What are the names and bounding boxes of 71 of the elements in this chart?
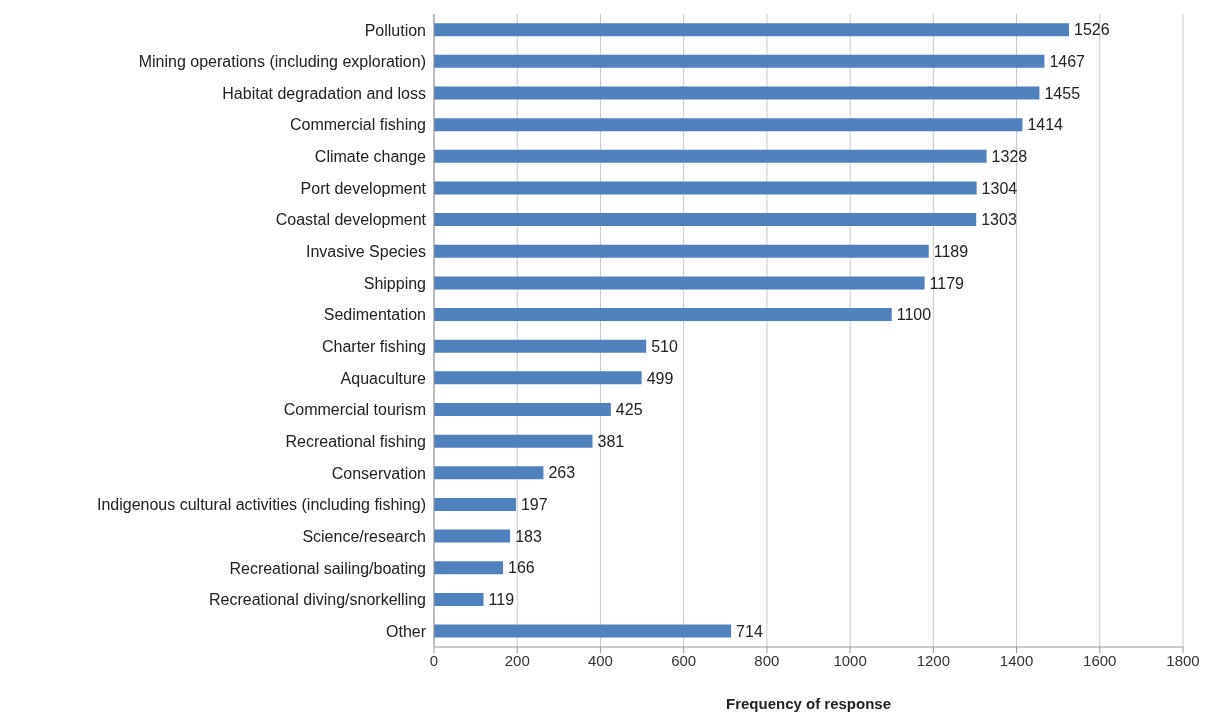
y-tick-label: Sedimentation [323,306,426,324]
y-tick-label: Shipping [363,274,426,292]
bar [434,466,544,480]
data-label: 263 [548,464,576,482]
y-tick-label: Indigenous cultural activities (including fishing) [96,496,426,514]
data-label: 197 [520,496,548,514]
data-label: 499 [646,369,674,387]
data-label: 381 [597,432,625,450]
data-label: 1179 [929,274,965,292]
bar [434,308,892,322]
bar [434,213,977,227]
x-tick-label: 1200 [916,651,951,669]
y-tick-label: Recreational fishing [285,432,426,450]
data-label: 166 [508,559,535,577]
data-label: 714 [736,622,763,640]
y-tick-label: Coastal development [275,211,427,229]
x-tick-label: 800 [754,651,780,669]
x-tick-label: 1800 [1166,651,1200,669]
bar [434,497,516,511]
x-tick-label: 400 [587,651,613,669]
x-tick-label: 200 [504,651,530,669]
y-tick-label: Pollution [364,21,426,39]
data-label: 1526 [1073,21,1110,39]
x-tick-label: 600 [671,651,697,669]
data-label: 425 [615,401,643,419]
y-tick-label: Commercial fishing [289,116,426,134]
bar [434,54,1045,68]
data-label: 510 [651,337,679,355]
y-tick-label: Commercial tourism [283,401,426,419]
y-tick-label: Aquaculture [340,369,427,387]
data-label: 1414 [1027,116,1064,134]
bar [434,434,593,448]
bar [434,23,1069,37]
bar [434,339,647,353]
bar [434,276,925,290]
bar [434,529,511,543]
y-tick-label: Recreational sailing/boating [229,559,426,577]
bar [434,592,484,606]
bar [434,86,1040,100]
y-tick-label: Recreational diving/snorkelling [208,591,426,609]
y-tick-label: Other [385,622,427,640]
data-label: 1455 [1044,84,1081,102]
y-tick-label: Mining operations (including exploration) [138,53,426,71]
bar [434,118,1023,132]
data-label: 1303 [981,211,1017,229]
data-label: 1304 [981,179,1018,197]
data-label: 119 [488,591,515,609]
y-tick-label: Habitat degradation and loss [222,84,426,102]
data-label: 1328 [991,147,1028,165]
y-tick-label: Charter fishing [321,338,426,356]
bar [434,149,987,163]
bar [434,561,504,575]
x-tick-label: 1400 [999,651,1034,669]
x-axis-title: Frequency of response [725,695,892,712]
bar [434,244,929,258]
x-tick-label: 0 [429,651,439,669]
y-tick-label: Climate change [314,148,427,166]
data-label: 183 [515,527,542,545]
bar [434,371,642,385]
y-tick-label: Conservation [331,464,426,482]
bar [434,402,611,416]
data-label: 1467 [1049,53,1086,71]
bar [434,624,732,638]
y-tick-label: Science/research [302,527,426,545]
data-label: 1100 [896,306,932,324]
x-tick-label: 1000 [833,651,867,669]
bar [434,181,977,195]
x-tick-label: 1600 [1083,651,1117,669]
y-tick-label: Port development [300,179,427,197]
y-tick-label: Invasive Species [305,243,426,261]
data-label: 1189 [933,242,969,260]
